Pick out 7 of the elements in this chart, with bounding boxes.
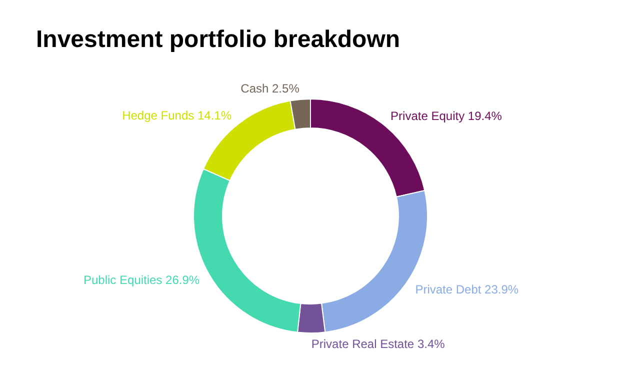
slice-label: Public Equities 26.9% (83, 272, 200, 287)
slice-label: Private Debt 23.9% (415, 282, 519, 297)
slice-label: Private Equity 19.4% (390, 109, 502, 124)
slice-label: Private Real Estate 3.4% (311, 336, 446, 351)
chart-title: Investment portfolio breakdown (36, 26, 400, 53)
slice-label: Cash 2.5% (240, 81, 300, 96)
slice-label: Hedge Funds 14.1% (122, 108, 232, 122)
